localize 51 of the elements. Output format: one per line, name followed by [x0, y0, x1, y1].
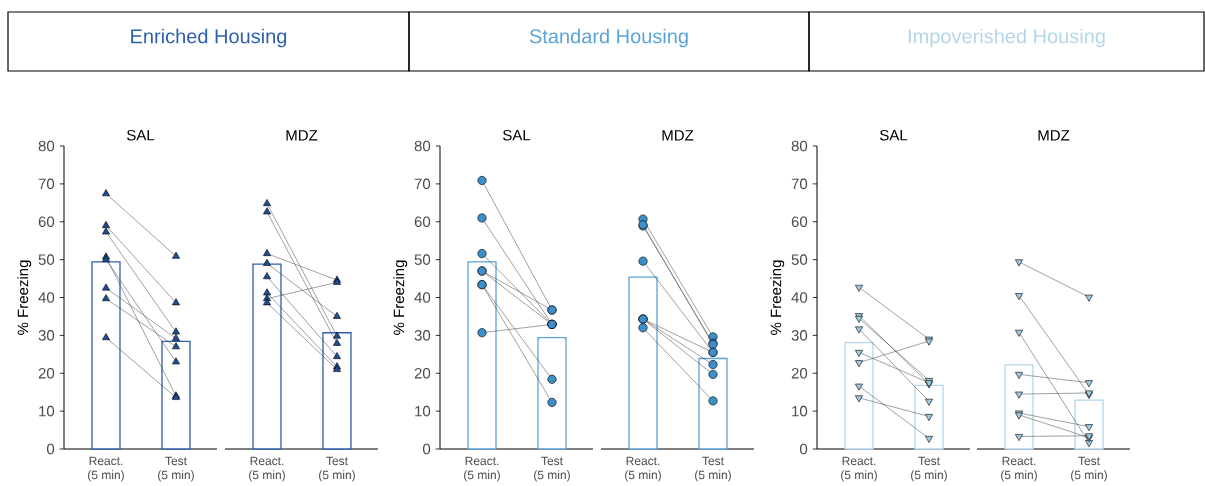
y-tick-label: 60: [791, 216, 808, 228]
y-tick-label: 20: [38, 367, 55, 379]
y-tick-label: 0: [422, 443, 431, 455]
chart-subtitle: MDZ: [286, 130, 318, 141]
y-axis-title: % Freezing: [770, 260, 785, 335]
x-tick-label: React. (5 min): [625, 456, 661, 482]
y-axis-title: % Freezing: [393, 260, 408, 335]
y-tick-label: 40: [38, 292, 55, 303]
y-tick-label: 60: [414, 216, 431, 228]
x-tick-label: Test (5 min): [1071, 456, 1107, 482]
x-tick-label: Test (5 min): [911, 456, 947, 482]
y-tick-label: 50: [791, 254, 808, 265]
x-tick-label: Test (5 min): [319, 456, 355, 482]
y-tick-label: 10: [39, 405, 55, 417]
chart-title: Standard Housing: [529, 28, 688, 48]
y-tick-label: 30: [414, 330, 431, 341]
y-tick-label: 60: [38, 216, 55, 228]
x-tick-label: React. (5 min): [1001, 456, 1037, 482]
y-tick-label: 30: [38, 330, 55, 341]
y-axis-title: % Freezing: [17, 260, 32, 335]
y-tick-label: 50: [38, 254, 55, 265]
y-tick-label: 50: [414, 254, 431, 265]
x-tick-label: React. (5 min): [464, 456, 500, 482]
y-tick-label: 20: [791, 367, 808, 379]
y-tick-label: 70: [414, 178, 431, 190]
x-tick-label: Test (5 min): [695, 456, 731, 482]
y-tick-label: 10: [415, 405, 431, 417]
y-tick-label: 40: [414, 292, 431, 303]
chart-subtitle: SAL: [880, 129, 908, 141]
y-tick-label: 80: [414, 140, 431, 152]
chart-subtitle: SAL: [503, 129, 531, 141]
chart-subtitle: MDZ: [1038, 130, 1070, 141]
chart-subtitle: SAL: [127, 129, 155, 141]
y-tick-label: 70: [38, 178, 55, 190]
x-tick-label: Test (5 min): [158, 456, 194, 482]
y-tick-label: 30: [791, 330, 808, 341]
chart-subtitle: MDZ: [662, 130, 694, 141]
y-tick-label: 80: [38, 140, 55, 152]
y-tick-label: 0: [46, 443, 55, 455]
chart-title: Impoverished Housing: [908, 28, 1105, 48]
x-tick-label: React. (5 min): [88, 456, 124, 482]
chart-title: Enriched Housing: [131, 28, 287, 48]
y-tick-label: 80: [791, 140, 808, 152]
y-tick-label: 70: [791, 178, 808, 190]
y-tick-label: 40: [791, 292, 808, 303]
x-tick-label: React. (5 min): [249, 456, 285, 482]
y-tick-label: 0: [799, 443, 808, 455]
x-tick-label: React. (5 min): [841, 456, 877, 482]
y-tick-label: 10: [792, 405, 808, 417]
y-tick-label: 20: [414, 367, 431, 379]
x-tick-label: Test (5 min): [534, 456, 570, 482]
